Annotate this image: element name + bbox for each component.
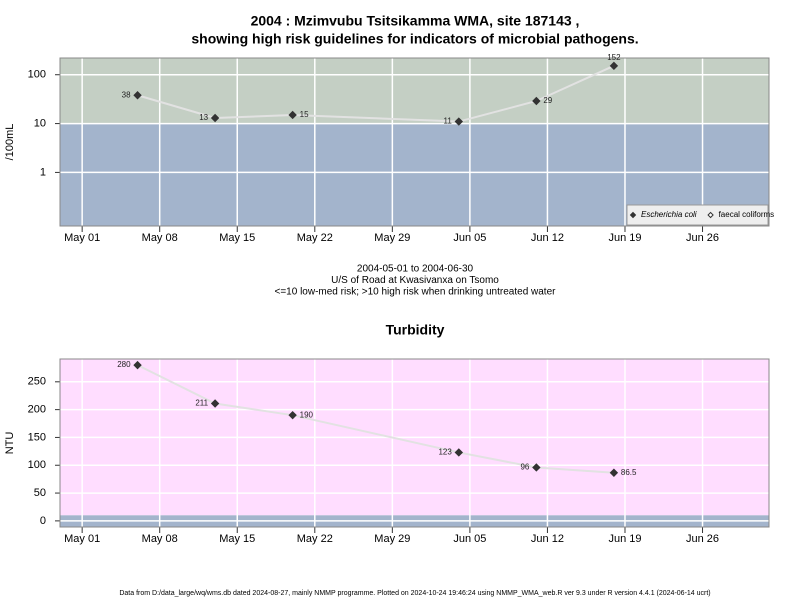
- footer: Data from D:/data_large/wq/wms.db dated …: [119, 590, 710, 597]
- data-label: 15: [300, 110, 309, 119]
- chart-title: 2004 : Mzimvubu Tsitsikamma WMA, site 18…: [251, 13, 580, 29]
- data-label: 211: [195, 399, 208, 408]
- annotation: U/S of Road at Kwasivanxa on Tsomo: [331, 275, 499, 286]
- x-tick-label: May 08: [142, 533, 178, 545]
- x-tick-label: May 08: [142, 232, 178, 244]
- x-tick-label: Jun 19: [608, 232, 641, 244]
- x-tick-label: May 15: [219, 232, 255, 244]
- risk-band: [60, 58, 769, 124]
- series-line: [137, 64, 615, 123]
- data-label: 11: [444, 117, 453, 126]
- y-axis-label: NTU: [4, 432, 16, 455]
- data-label: 152: [607, 53, 621, 62]
- data-point: [454, 117, 464, 126]
- legend-marker: [629, 211, 637, 219]
- plot-frame: [59, 57, 770, 227]
- x-tick-label: Jun 12: [531, 232, 564, 244]
- series-line: [137, 364, 614, 474]
- x-tick-label: May 15: [219, 533, 255, 545]
- x-tick-label: May 01: [64, 232, 100, 244]
- x-tick-label: May 29: [374, 533, 410, 545]
- chart-subtitle: showing high risk guidelines for indicat…: [191, 31, 638, 47]
- data-point: [609, 468, 619, 477]
- x-tick-label: Jun 26: [686, 533, 719, 545]
- legend-label: faecal coliforms: [719, 210, 775, 219]
- data-label: 280: [117, 360, 131, 369]
- x-tick-label: May 29: [374, 232, 410, 244]
- x-tick-label: May 22: [297, 533, 333, 545]
- y-tick-label: 150: [28, 431, 46, 443]
- y-tick-label: 100: [28, 459, 46, 471]
- data-point: [210, 399, 220, 408]
- data-point: [133, 91, 142, 100]
- legend-box: [626, 204, 769, 226]
- data-label: 123: [438, 448, 452, 457]
- x-tick-label: May 22: [297, 232, 333, 244]
- y-tick-label: 100: [28, 69, 46, 81]
- legend-label: Escherichia coli: [641, 210, 697, 219]
- y-tick-label: 50: [34, 487, 46, 499]
- data-point: [288, 410, 297, 420]
- data-label: 29: [543, 96, 552, 105]
- x-tick-label: Jun 12: [531, 533, 564, 545]
- data-label: 13: [199, 113, 208, 122]
- y-tick-label: 0: [40, 515, 46, 527]
- data-label: 190: [300, 410, 314, 419]
- data-point: [532, 463, 541, 472]
- data-point: [210, 113, 220, 123]
- data-point: [133, 360, 142, 370]
- data-label: 38: [122, 90, 131, 99]
- x-tick-label: Jun 19: [608, 533, 641, 545]
- annotation: 2004-05-01 to 2004-06-30: [357, 264, 474, 275]
- data-label: 96: [520, 463, 529, 472]
- x-tick-label: May 01: [64, 533, 100, 545]
- y-axis-label: /100mL: [4, 124, 16, 161]
- data-point: [532, 96, 541, 106]
- data-point: [609, 61, 619, 71]
- plot-frame: [59, 358, 770, 528]
- x-tick-label: Jun 05: [453, 232, 486, 244]
- y-tick-label: 1: [40, 166, 46, 178]
- legend-marker: [707, 211, 714, 219]
- data-point: [454, 448, 464, 457]
- data-point: [288, 110, 297, 120]
- x-tick-label: Jun 26: [686, 232, 719, 244]
- x-tick-label: Jun 05: [453, 533, 486, 545]
- data-label: 86.5: [621, 468, 637, 477]
- chart-title: Turbidity: [386, 322, 445, 338]
- y-tick-label: 250: [28, 376, 46, 388]
- y-tick-label: 200: [28, 404, 46, 416]
- annotation: <=10 low-med risk; >10 high risk when dr…: [275, 287, 557, 298]
- y-tick-label: 10: [34, 117, 46, 129]
